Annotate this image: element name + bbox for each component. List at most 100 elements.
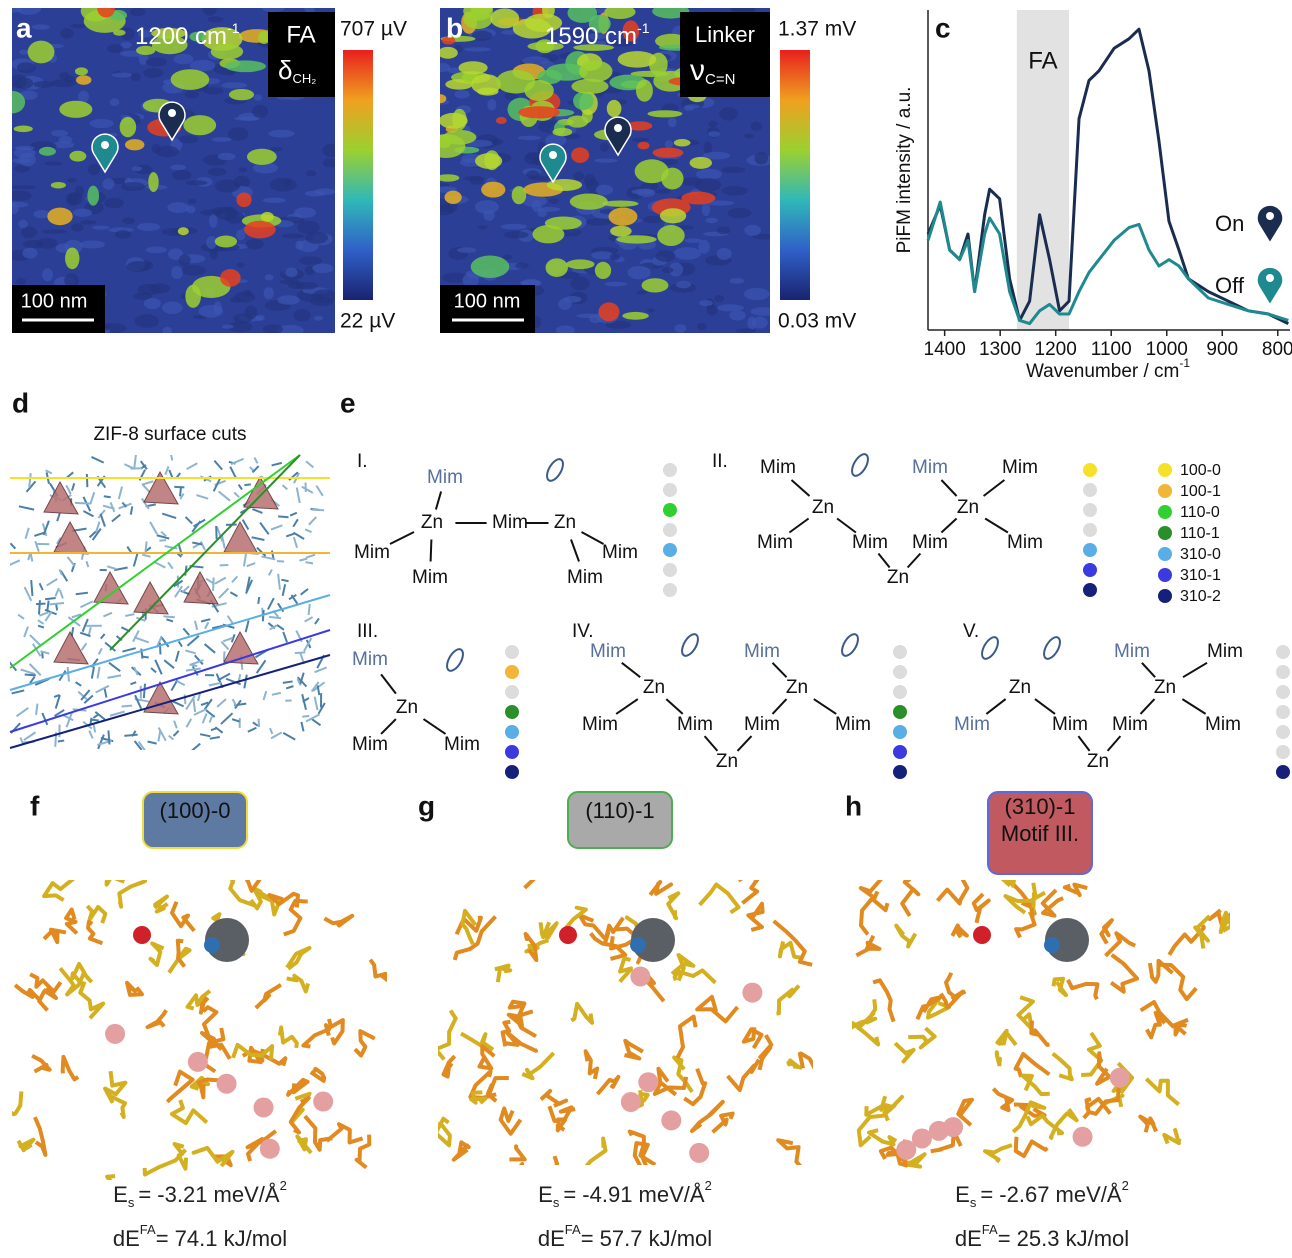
framework-stick [1097, 1053, 1109, 1084]
bond [104, 496, 111, 497]
lone-site [849, 452, 871, 479]
bond [119, 487, 122, 499]
panel-label: h [845, 790, 862, 821]
bond [29, 473, 31, 487]
text: dE [113, 1226, 140, 1251]
framework-stick [541, 922, 557, 938]
framework-stick [512, 1164, 529, 1189]
speckle [15, 78, 33, 89]
bond [39, 612, 48, 615]
bond [26, 528, 29, 539]
panel-label: a [16, 12, 32, 43]
atom: Mim [1007, 532, 1043, 553]
hotspot [178, 227, 189, 235]
speckle [655, 250, 675, 262]
framework-stick [167, 1072, 192, 1102]
cut-dot [893, 685, 907, 699]
bond [222, 535, 225, 549]
bond [666, 699, 682, 714]
framework-stick [66, 910, 77, 934]
bond [171, 454, 172, 460]
framework-stick [501, 1108, 521, 1133]
hotspot [518, 106, 560, 118]
colorbar [343, 50, 373, 300]
atom: Mim [757, 532, 793, 553]
framework-stick [896, 926, 915, 947]
sup: -1 [1179, 356, 1190, 370]
bond [773, 663, 787, 677]
atom: Zn [786, 677, 808, 698]
speckle [215, 179, 240, 192]
bond [1142, 663, 1155, 677]
speckle [306, 170, 316, 176]
framework-stick [908, 1028, 934, 1047]
framework-stick [902, 879, 918, 916]
cut-dot [505, 645, 519, 659]
speckle [604, 282, 627, 287]
bond [316, 486, 322, 496]
bond [582, 532, 604, 544]
framework-stick [620, 958, 631, 981]
motif-label: III. [357, 621, 378, 642]
bond [306, 461, 313, 467]
speckle [246, 239, 264, 249]
hotspot [607, 100, 622, 117]
bond [283, 584, 285, 596]
framework-stick [869, 1130, 896, 1144]
speckle [478, 225, 488, 229]
framework-stick [297, 1136, 311, 1153]
bond [210, 717, 212, 723]
bond [179, 641, 182, 646]
cut-dot [663, 583, 677, 597]
hotspot [660, 208, 686, 223]
speckle [70, 24, 86, 29]
legend-dot [1158, 568, 1172, 582]
hotspot [566, 259, 595, 269]
hotspot [171, 69, 210, 90]
speckle [584, 174, 596, 186]
speckle [600, 142, 609, 151]
cut-dot [1276, 665, 1290, 679]
cut-dot [1276, 705, 1290, 719]
hotspot [59, 101, 92, 118]
speckle [78, 91, 89, 103]
atom: Mim [427, 467, 463, 488]
speckle [537, 209, 547, 217]
lone-site [839, 632, 861, 659]
hotspot [653, 148, 684, 158]
framework-stick [778, 1140, 809, 1176]
bond [1182, 699, 1205, 714]
bond [24, 732, 36, 740]
speckle [131, 73, 141, 81]
bond [221, 642, 228, 650]
legend-label: 310-1 [1180, 567, 1221, 584]
bond [424, 719, 446, 734]
bond [130, 682, 136, 684]
bond [66, 485, 70, 494]
speckle [520, 280, 542, 286]
framework-stick [461, 1034, 493, 1050]
speckle [65, 75, 76, 82]
bond [272, 463, 282, 466]
zn-atom [105, 1024, 125, 1044]
hotspot [236, 192, 251, 207]
framework-stick [541, 1091, 566, 1106]
framework-stick [1068, 980, 1098, 999]
bond [55, 588, 59, 596]
framework-stick [580, 1139, 605, 1174]
bond [305, 529, 312, 532]
framework-stick [700, 885, 739, 913]
cut-dot [505, 725, 519, 739]
bond [431, 540, 432, 562]
speckle [304, 4, 315, 12]
hotspot [546, 258, 568, 277]
bond [186, 669, 201, 671]
zn-atom [1073, 1127, 1093, 1147]
bond [260, 523, 269, 535]
atom: Mim [1114, 641, 1150, 662]
bond [290, 513, 297, 516]
framework-stick [738, 875, 757, 903]
bond [232, 719, 239, 721]
atom: Zn [957, 497, 979, 518]
speckle [137, 284, 161, 295]
